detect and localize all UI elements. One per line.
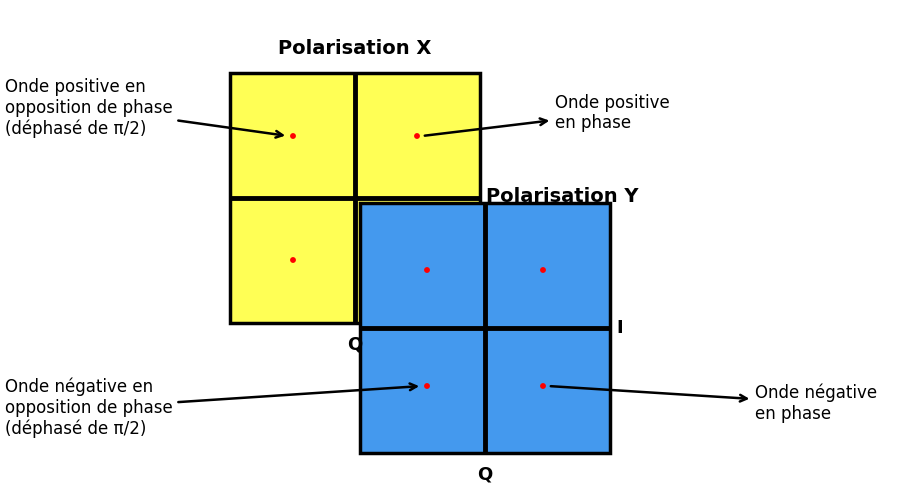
Text: Polarisation Y: Polarisation Y bbox=[486, 186, 639, 206]
Text: Onde positive
en phase: Onde positive en phase bbox=[425, 94, 670, 135]
Text: Polarisation X: Polarisation X bbox=[278, 39, 432, 58]
Text: Onde négative
en phase: Onde négative en phase bbox=[550, 383, 877, 423]
Circle shape bbox=[540, 384, 545, 388]
Text: I: I bbox=[616, 319, 623, 337]
Bar bbox=[230, 73, 480, 323]
Circle shape bbox=[540, 268, 545, 272]
Circle shape bbox=[425, 384, 429, 388]
Text: Onde positive en
opposition de phase
(déphasé de π/2): Onde positive en opposition de phase (dé… bbox=[5, 78, 282, 138]
Circle shape bbox=[290, 258, 295, 262]
Bar bbox=[360, 203, 610, 453]
Circle shape bbox=[414, 134, 419, 138]
Circle shape bbox=[425, 268, 429, 272]
Circle shape bbox=[290, 134, 295, 138]
Text: Q: Q bbox=[347, 335, 363, 353]
Text: Q: Q bbox=[477, 465, 493, 483]
Text: Onde négative en
opposition de phase
(déphasé de π/2): Onde négative en opposition de phase (dé… bbox=[5, 377, 416, 438]
